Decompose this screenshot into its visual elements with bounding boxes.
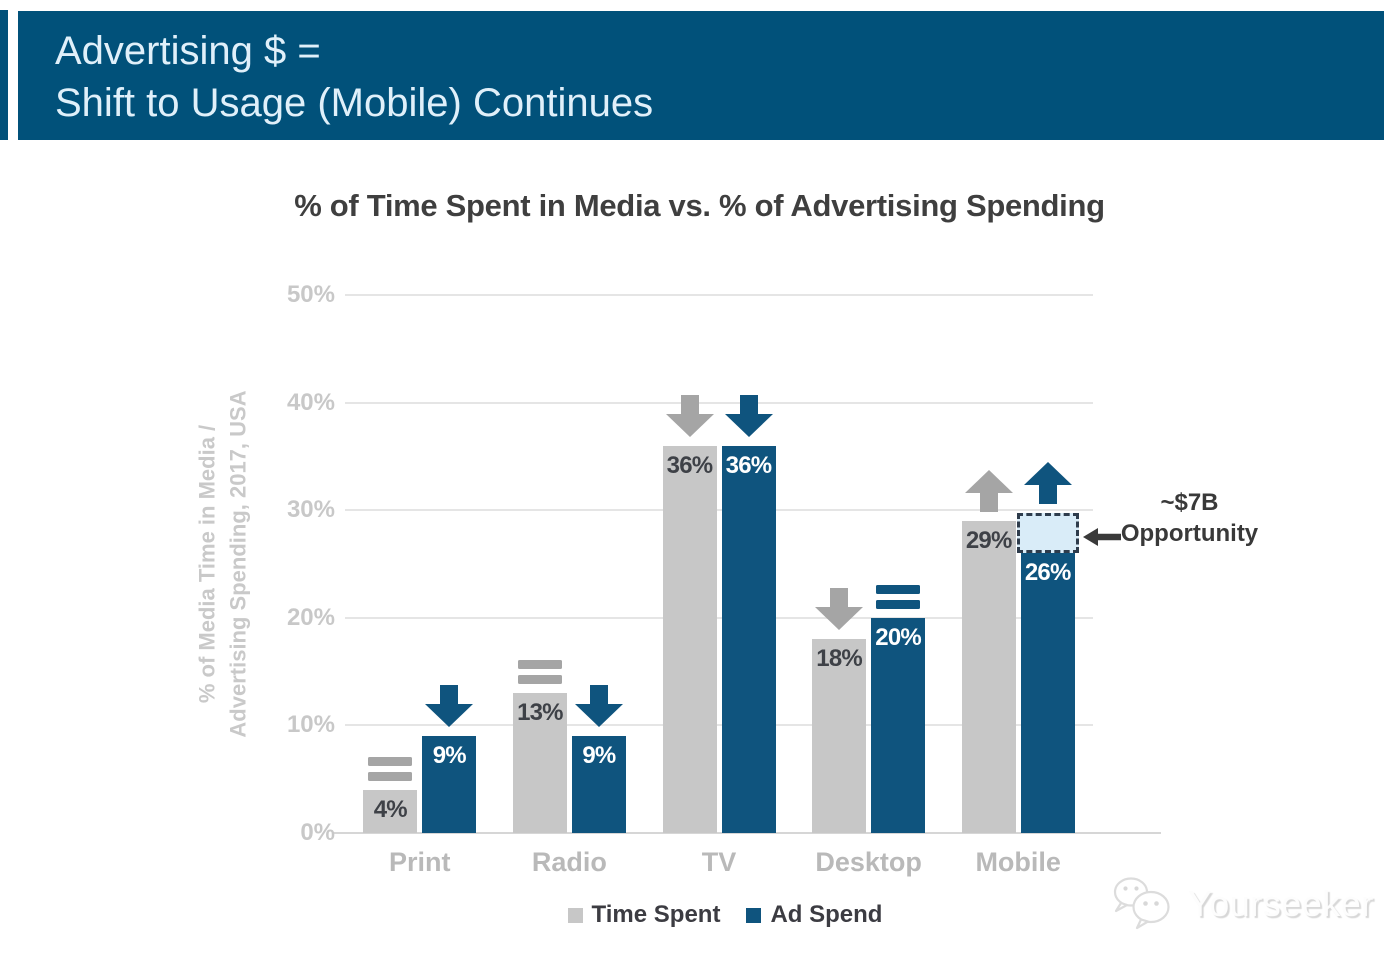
- bar-time-spent-radio: 13%: [512, 693, 567, 833]
- trend-down-arrow-icon: [425, 685, 474, 728]
- trend-up-arrow-icon: [1023, 462, 1072, 505]
- trend-flat-icon: [876, 584, 921, 609]
- gridline-0%: [333, 832, 1161, 834]
- gridline-50%: [345, 294, 1093, 296]
- value-label-print-ad-spend: 9%: [432, 742, 467, 770]
- value-label-mobile-ad-spend: 26%: [1024, 559, 1071, 587]
- trend-down-arrow-icon: [574, 685, 623, 728]
- legend-item-ad-spend: Ad Spend: [746, 901, 882, 929]
- y-tick-50%: 50%: [286, 281, 335, 308]
- y-tick-20%: 20%: [286, 603, 335, 631]
- chat-bubbles-logo-icon: [1113, 877, 1170, 930]
- y-tick-30%: 30%: [286, 496, 335, 524]
- x-label-radio: Radio: [531, 847, 607, 877]
- x-label-desktop: Desktop: [815, 847, 922, 877]
- trend-up-arrow-icon: [964, 469, 1013, 512]
- value-label-print-time-spent: 4%: [373, 795, 408, 823]
- y-tick-40%: 40%: [286, 388, 335, 416]
- bar-ad-spend-tv: 36%: [721, 445, 776, 833]
- bar-time-spent-tv: 36%: [662, 445, 717, 833]
- x-label-mobile: Mobile: [975, 847, 1061, 877]
- time-spent-swatch-icon: [567, 907, 583, 923]
- watermark: Yourseeker: [1110, 876, 1374, 932]
- header-title-line1: Advertising $ =: [55, 29, 321, 73]
- bar-time-spent-mobile: 29%: [961, 520, 1016, 833]
- value-label-tv-ad-spend: 36%: [725, 451, 772, 479]
- x-label-tv: TV: [701, 847, 737, 877]
- trend-down-arrow-icon: [665, 394, 714, 437]
- chart-title: % of Time Spent in Media vs. % of Advert…: [294, 188, 1105, 223]
- gridline-10%: [345, 724, 1093, 727]
- gridline-30%: [345, 509, 1093, 512]
- y-tick-0%: 0%: [300, 819, 335, 846]
- bar-time-spent-print: 4%: [363, 789, 418, 833]
- bar-ad-spend-print: 9%: [422, 736, 477, 833]
- left-arrow-icon: [1083, 528, 1121, 546]
- y-tick-10%: 10%: [286, 711, 335, 739]
- value-label-desktop-ad-spend: 20%: [875, 623, 921, 651]
- value-label-radio-ad-spend: 9%: [582, 742, 616, 770]
- gridline-40%: [345, 401, 1093, 404]
- legend-label-ad-spend: Ad Spend: [770, 901, 883, 928]
- watermark-text: Yourseeker: [1188, 883, 1374, 924]
- banner-edge-decoration: [0, 10, 8, 140]
- value-label-tv-time-spent: 36%: [666, 451, 713, 479]
- bar-time-spent-desktop: 18%: [812, 639, 867, 833]
- header-banner: Advertising $ = Shift to Usage (Mobile) …: [18, 11, 1384, 140]
- header-title-line2: Shift to Usage (Mobile) Continues: [55, 81, 654, 125]
- y-axis-title-line2: Advertising Spending, 2017, USA: [226, 390, 251, 738]
- trend-flat-icon: [517, 660, 562, 685]
- gridline-20%: [345, 616, 1093, 619]
- trend-down-arrow-icon: [724, 394, 773, 437]
- plot-area: 0% 10% 20% 30% 40% 50% 4% 9% Print 13% 9% Radio 36% 3…: [287, 281, 1161, 877]
- ad-spend-swatch-icon: [746, 907, 762, 923]
- y-axis-title-line1: % of Media Time in Media /: [195, 424, 220, 704]
- bar-ad-spend-mobile: 26%: [1020, 553, 1075, 833]
- trend-flat-icon: [368, 756, 413, 781]
- trend-down-arrow-icon: [815, 588, 864, 631]
- value-label-mobile-time-spent: 29%: [965, 526, 1012, 554]
- x-label-print: Print: [389, 847, 451, 877]
- opportunity-box: [1016, 513, 1079, 554]
- legend-item-time-spent: Time Spent: [567, 901, 721, 929]
- y-axis-title: % of Media Time in Media / Advertising S…: [178, 295, 268, 833]
- chart-legend: Time Spent Ad Spend: [445, 901, 1005, 929]
- bar-ad-spend-radio: 9%: [571, 736, 626, 833]
- opportunity-label: ~$7B Opportunity: [1102, 487, 1277, 549]
- value-label-desktop-time-spent: 18%: [816, 645, 862, 673]
- opportunity-word: Opportunity: [1120, 520, 1259, 547]
- legend-label-time-spent: Time Spent: [591, 901, 721, 928]
- bar-ad-spend-desktop: 20%: [871, 617, 926, 833]
- opportunity-amount: ~$7B: [1160, 489, 1219, 516]
- value-label-radio-time-spent: 13%: [517, 699, 563, 727]
